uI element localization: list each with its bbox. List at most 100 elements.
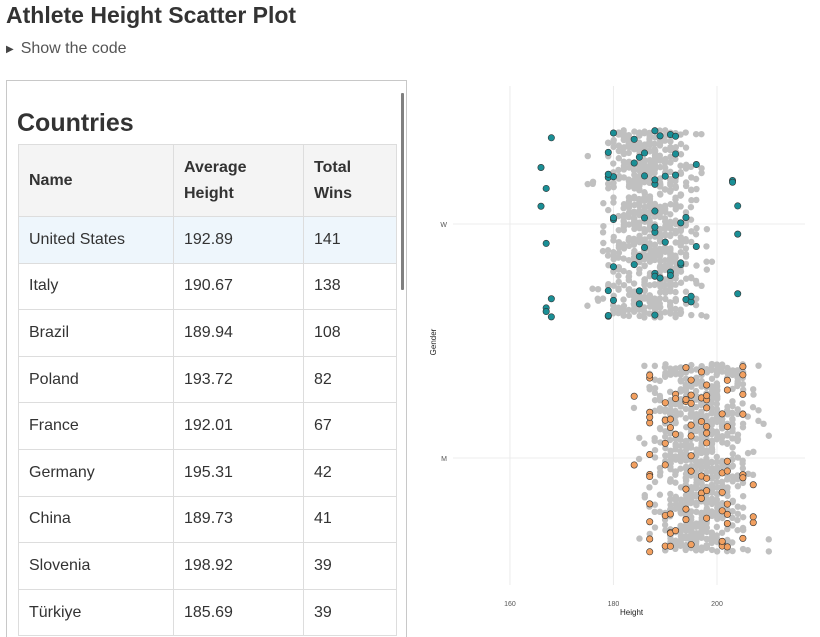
x-tick-label: 200 [711, 601, 723, 608]
data-point-w [630, 135, 638, 143]
background-point [636, 258, 643, 266]
background-point [718, 368, 726, 375]
cell-name: China [18, 495, 174, 544]
x-tick-label: 160 [504, 601, 516, 608]
background-point [708, 375, 716, 382]
countries-panel[interactable]: Countries Name Average Height Total Wins… [6, 80, 407, 637]
background-point [610, 256, 617, 263]
header-name[interactable]: Name [18, 144, 174, 217]
table-row[interactable]: France 192.01 67 [18, 402, 397, 450]
table-row[interactable]: Poland 193.72 82 [18, 355, 397, 404]
data-point-w [609, 129, 617, 137]
background-point [641, 287, 648, 295]
page-title: Athlete Height Scatter Plot [6, 2, 297, 28]
background-point [609, 302, 617, 309]
background-point [641, 255, 648, 263]
background-point [693, 418, 700, 426]
background-point [636, 162, 643, 170]
background-point [744, 470, 752, 478]
background-point [651, 281, 659, 288]
background-point [667, 401, 674, 409]
background-point [584, 302, 591, 309]
background-point [646, 383, 653, 391]
background-point [708, 459, 716, 466]
data-point-m [687, 467, 695, 475]
background-point [656, 127, 663, 134]
data-point-m [723, 510, 731, 518]
background-point [646, 175, 653, 183]
data-point-m [697, 368, 705, 376]
cell-total-wins: 41 [303, 495, 397, 544]
background-point [656, 141, 664, 148]
data-point-m [703, 474, 711, 482]
background-point [718, 422, 726, 429]
background-point [692, 547, 700, 554]
background-point [677, 457, 684, 465]
background-point [739, 526, 747, 534]
background-point [672, 239, 679, 246]
background-point [667, 251, 674, 258]
background-point [677, 191, 685, 199]
data-point-m [630, 392, 638, 400]
header-total-wins[interactable]: Total Wins [303, 144, 397, 217]
data-point-w [734, 202, 742, 210]
show-code-toggle[interactable]: ▶ Show the code [6, 40, 127, 58]
background-point [646, 530, 653, 538]
panel-scrollbar[interactable] [401, 93, 404, 290]
background-point [734, 410, 742, 418]
background-point [682, 415, 690, 422]
cell-average-height: 190.67 [173, 262, 304, 311]
background-point [693, 396, 700, 403]
table-row[interactable]: Brazil 189.94 108 [18, 309, 397, 357]
background-point [662, 232, 669, 239]
background-point [620, 281, 628, 289]
table-row[interactable]: Germany 195.31 42 [18, 448, 397, 497]
background-point [656, 237, 664, 244]
background-point [713, 496, 721, 503]
background-point [693, 280, 700, 287]
data-point-w [630, 261, 638, 269]
data-point-w [635, 252, 643, 260]
background-point [713, 418, 721, 426]
background-point [610, 233, 617, 241]
background-point [682, 129, 689, 136]
show-code-label: Show the code [20, 40, 127, 57]
background-point [646, 138, 653, 146]
background-point [651, 396, 659, 404]
background-point [610, 248, 617, 256]
background-point [630, 280, 638, 287]
background-point [708, 535, 716, 543]
background-point [636, 306, 643, 313]
table-header-row: Name Average Height Total Wins [18, 144, 397, 217]
background-point [672, 400, 679, 408]
background-point [682, 275, 690, 282]
background-point [677, 279, 685, 286]
background-point [729, 514, 736, 522]
table-row[interactable]: Slovenia 198.92 39 [18, 542, 397, 590]
header-average-height[interactable]: Average Height [173, 144, 304, 217]
background-point [682, 525, 690, 533]
background-point [615, 166, 622, 174]
background-point [703, 500, 710, 507]
background-point [682, 375, 690, 383]
background-point [739, 465, 747, 472]
background-point [662, 295, 669, 303]
background-point [693, 435, 700, 442]
background-point [729, 462, 737, 469]
y-tick-label: W [440, 222, 447, 229]
background-point [698, 480, 705, 487]
background-point [656, 396, 664, 404]
background-point [672, 229, 680, 237]
background-point [703, 225, 711, 233]
background-point [646, 156, 653, 164]
data-point-w [661, 172, 669, 180]
background-point [724, 439, 731, 447]
table-row[interactable]: Italy 190.67 138 [18, 262, 397, 311]
table-row[interactable]: United States 192.89 141 [18, 216, 397, 264]
data-point-w [604, 170, 612, 178]
background-point [620, 158, 628, 165]
table-row[interactable]: Türkiye 185.69 39 [18, 588, 397, 637]
data-point-m [672, 395, 680, 403]
data-point-w [635, 300, 643, 308]
table-row[interactable]: China 189.73 41 [18, 495, 397, 544]
